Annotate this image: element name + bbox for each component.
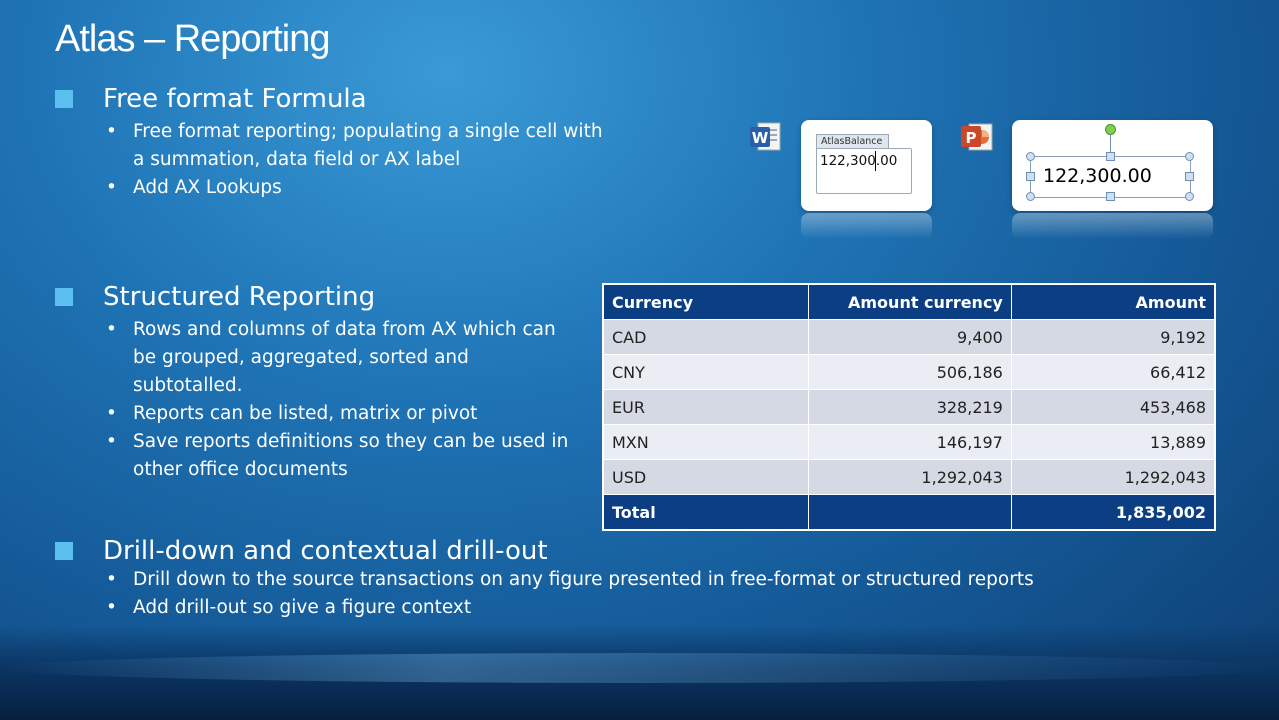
section-drill-down: Drill-down and contextual drill-out Dril… [55, 536, 1235, 622]
section-heading: Structured Reporting [55, 282, 575, 312]
rotate-stem [1110, 134, 1111, 152]
resize-handle-icon [1106, 152, 1115, 161]
slide-title: Atlas – Reporting [55, 18, 330, 60]
word-content-control-preview: AtlasBalance 122,300.00 [801, 120, 932, 211]
bullet-item: Add drill-out so give a figure context [106, 594, 1235, 622]
content-control-box: 122,300.00 [816, 148, 912, 194]
table-total-row: Total 1,835,002 [602, 494, 1216, 531]
square-bullet-icon [55, 90, 73, 108]
table-row: MXN 146,197 13,889 [602, 424, 1216, 460]
section-heading: Free format Formula [55, 84, 615, 114]
resize-handle-icon [1026, 152, 1035, 161]
resize-handle-icon [1185, 172, 1194, 181]
bullet-item: Reports can be listed, matrix or pivot [106, 400, 575, 428]
cell-currency: EUR [602, 389, 809, 425]
column-header-amount-currency: Amount currency [807, 283, 1012, 320]
content-control-tag: AtlasBalance [816, 134, 890, 149]
bullet-list: Rows and columns of data from AX which c… [55, 316, 575, 484]
svg-text:W: W [752, 129, 769, 147]
table-row: USD 1,292,043 1,292,043 [602, 459, 1216, 495]
total-label: Total [602, 494, 809, 531]
section-heading: Drill-down and contextual drill-out [55, 536, 1235, 566]
footer-band [0, 625, 1279, 720]
section-heading-text: Drill-down and contextual drill-out [103, 536, 548, 566]
powerpoint-textbox-preview: 122,300.00 [1012, 120, 1213, 211]
bullet-item: Add AX Lookups [106, 174, 615, 202]
currency-table: Currency Amount currency Amount CAD 9,40… [602, 283, 1216, 531]
section-free-format: Free format Formula Free format reportin… [55, 84, 615, 202]
table-row: CNY 506,186 66,412 [602, 354, 1216, 390]
resize-handle-icon [1185, 152, 1194, 161]
cell-amount-currency: 328,219 [807, 389, 1012, 425]
column-header-amount: Amount [1010, 283, 1216, 320]
resize-handle-icon [1185, 192, 1194, 201]
table-row: CAD 9,400 9,192 [602, 319, 1216, 355]
square-bullet-icon [55, 542, 73, 560]
cell-amount-currency: 506,186 [807, 354, 1012, 390]
bullet-list: Free format reporting; populating a sing… [55, 118, 615, 202]
resize-handle-icon [1026, 172, 1035, 181]
cell-amount: 1,292,043 [1010, 459, 1216, 495]
cell-currency: MXN [602, 424, 809, 460]
cell-currency: USD [602, 459, 809, 495]
cell-currency: CAD [602, 319, 809, 355]
card-reflection [1012, 213, 1213, 239]
cell-amount-currency: 9,400 [807, 319, 1012, 355]
section-heading-text: Free format Formula [103, 84, 367, 114]
bullet-item: Free format reporting; populating a sing… [106, 118, 615, 174]
card-reflection [801, 213, 932, 239]
cell-amount-currency: 1,292,043 [807, 459, 1012, 495]
bullet-item: Save reports definitions so they can be … [106, 428, 575, 484]
svg-text:P: P [966, 129, 977, 147]
word-icon: W [750, 122, 781, 151]
total-amount: 1,835,002 [1010, 494, 1216, 531]
table-row: EUR 328,219 453,468 [602, 389, 1216, 425]
content-control-value: 122,300.00 [820, 153, 898, 169]
bullet-item: Drill down to the source transactions on… [106, 566, 1235, 594]
textbox-value: 122,300.00 [1043, 165, 1152, 187]
resize-handle-icon [1106, 192, 1115, 201]
powerpoint-icon: P [961, 123, 993, 151]
square-bullet-icon [55, 288, 73, 306]
total-amount-currency [807, 494, 1012, 531]
section-structured-reporting: Structured Reporting Rows and columns of… [55, 282, 575, 484]
text-caret-icon [875, 151, 876, 171]
bullet-list: Drill down to the source transactions on… [55, 566, 1235, 622]
resize-handle-icon [1026, 192, 1035, 201]
table-header-row: Currency Amount currency Amount [602, 283, 1216, 320]
cell-amount-currency: 146,197 [807, 424, 1012, 460]
cell-amount: 453,468 [1010, 389, 1216, 425]
bullet-item: Rows and columns of data from AX which c… [106, 316, 575, 400]
cell-amount: 66,412 [1010, 354, 1216, 390]
cell-amount: 13,889 [1010, 424, 1216, 460]
section-heading-text: Structured Reporting [103, 282, 376, 312]
cell-amount: 9,192 [1010, 319, 1216, 355]
column-header-currency: Currency [602, 283, 809, 320]
cell-currency: CNY [602, 354, 809, 390]
